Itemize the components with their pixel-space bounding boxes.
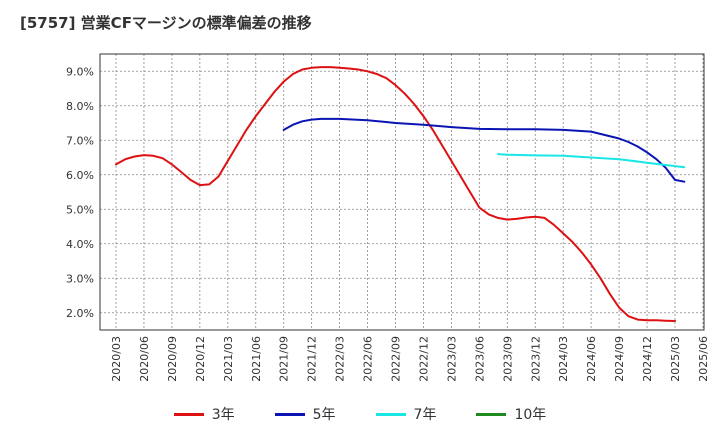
x-tick-label: 2022/03: [334, 336, 347, 382]
legend-label: 7年: [413, 407, 437, 423]
x-axis: 2020/03 2020/06 2020/09 2020/12 2021/03 2021/…: [110, 336, 710, 382]
legend-label: 10年: [514, 407, 547, 423]
series-line-2: [497, 153, 686, 169]
x-tick-label: 2025/03: [669, 336, 682, 382]
x-tick-label: 2022/09: [390, 336, 403, 382]
legend-swatch: [274, 412, 305, 416]
x-tick-label: 2020/09: [166, 336, 179, 382]
y-tick-label: 2.0%: [66, 307, 94, 320]
y-tick-label: 3.0%: [66, 272, 94, 285]
x-tick-label: 2022/06: [362, 336, 375, 382]
x-tick-label: 2020/03: [110, 336, 123, 382]
x-tick-label: 2023/09: [501, 336, 514, 382]
series-lines: [115, 66, 686, 322]
legend-item-3: 10年: [476, 404, 546, 424]
legend: 3年 5年 7年 10年: [0, 404, 720, 424]
legend-swatch: [173, 412, 204, 416]
x-tick-label: 2021/03: [222, 336, 235, 382]
x-tick-label: 2021/09: [278, 336, 291, 382]
y-tick-label: 4.0%: [66, 238, 94, 251]
y-tick-label: 5.0%: [66, 203, 94, 216]
legend-swatch: [375, 412, 406, 416]
chart-grid: [100, 54, 704, 330]
legend-swatch: [476, 412, 507, 416]
y-tick-label: 8.0%: [66, 100, 94, 113]
chart-title: [5757] 営業CFマージンの標準偏差の推移: [20, 14, 312, 32]
legend-item-0: 3年: [173, 404, 235, 424]
y-axis: 2.0% 3.0% 4.0% 5.0% 6.0% 7.0% 8.0% 9.0%: [66, 65, 94, 320]
y-tick-label: 9.0%: [66, 65, 94, 78]
x-tick-label: 2023/06: [473, 336, 486, 382]
x-tick-label: 2023/03: [445, 336, 458, 382]
x-tick-label: 2021/12: [306, 336, 319, 382]
x-tick-label: 2020/06: [138, 336, 151, 382]
x-tick-label: 2024/09: [613, 336, 626, 382]
legend-item-2: 7年: [375, 404, 437, 424]
x-tick-label: 2022/12: [417, 336, 430, 382]
x-tick-label: 2025/06: [697, 336, 710, 382]
x-tick-label: 2021/06: [250, 336, 263, 382]
x-tick-label: 2023/12: [529, 336, 542, 382]
x-tick-label: 2020/12: [194, 336, 207, 382]
series-line-0: [115, 66, 676, 322]
y-tick-label: 6.0%: [66, 169, 94, 182]
x-tick-label: 2024/03: [557, 336, 570, 382]
x-tick-label: 2024/06: [585, 336, 598, 382]
series-line-1: [282, 117, 686, 183]
legend-label: 5年: [312, 407, 336, 423]
plot-area-border: [99, 53, 705, 331]
x-tick-label: 2024/12: [641, 336, 654, 382]
legend-item-1: 5年: [274, 404, 336, 424]
y-tick-label: 7.0%: [66, 134, 94, 147]
legend-label: 3年: [211, 407, 235, 423]
